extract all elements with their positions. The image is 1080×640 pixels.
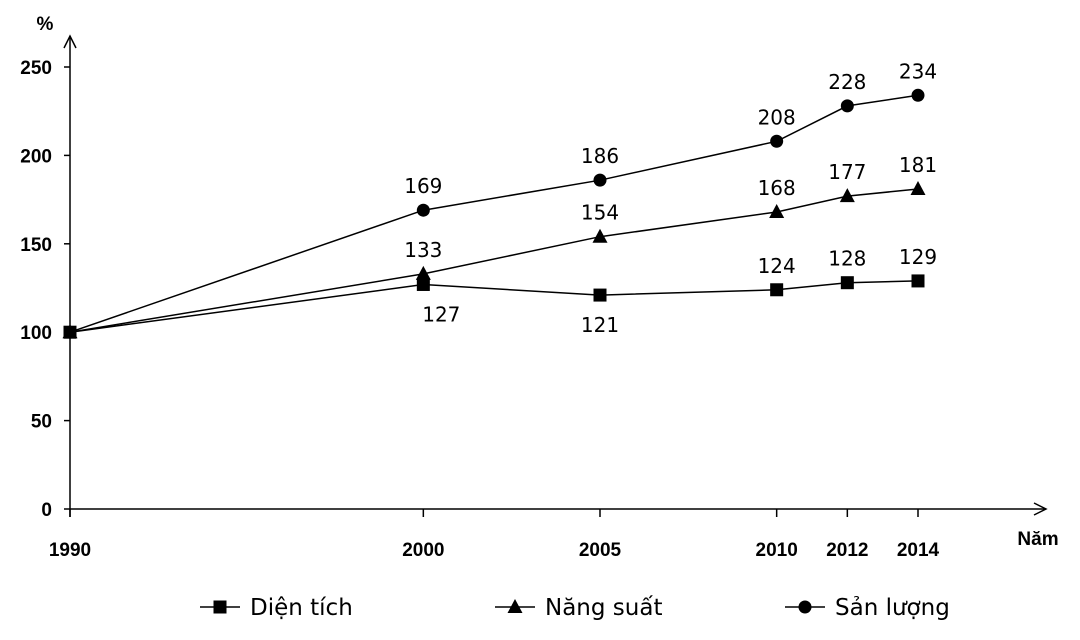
data-label: 177	[828, 160, 866, 184]
legend-label: Năng suất	[545, 595, 662, 621]
data-label: 186	[581, 144, 619, 168]
data-label: 128	[828, 247, 866, 271]
y-tick-label: 150	[20, 235, 52, 256]
series-square	[63, 274, 925, 339]
marker-circle	[770, 134, 784, 148]
data-label: 154	[581, 201, 619, 225]
series-line-circle	[69, 94, 919, 333]
marker-circle	[593, 173, 607, 187]
legend-item-triangle: Năng suất	[495, 595, 662, 621]
legend-item-square: Diện tích	[200, 595, 353, 621]
axes: 0 50 100 150 200 250 1990 2000 2005 2010 2012 2014%…	[20, 14, 1058, 561]
x-tick-label: 2012	[826, 540, 868, 561]
series-circle	[63, 88, 925, 339]
legend-item-circle: Sản lượng	[785, 595, 950, 621]
marker-triangle	[910, 180, 926, 195]
data-label: 169	[404, 174, 442, 198]
marker-square	[593, 288, 607, 302]
legend-label: Diện tích	[250, 595, 353, 621]
x-tick-label: 2005	[579, 540, 622, 561]
x-tick-label: 2010	[756, 540, 798, 561]
data-label: 124	[758, 254, 796, 278]
data-label: 133	[404, 238, 442, 262]
marker-circle	[911, 88, 925, 102]
legend-label: Sản lượng	[835, 595, 950, 621]
y-tick-label: 50	[31, 412, 52, 433]
y-tick-label: 200	[20, 146, 52, 167]
series-triangle	[62, 180, 926, 339]
x-tick-label: 2000	[402, 540, 444, 561]
marker-square	[416, 277, 430, 291]
series-line-square	[69, 280, 919, 333]
x-tick-label: 1990	[49, 540, 91, 561]
y-axis-arrow	[63, 34, 77, 49]
marker-circle	[840, 99, 854, 113]
data-label: 181	[899, 153, 937, 177]
y-tick-label: 0	[41, 500, 52, 521]
data-label: 168	[758, 176, 796, 200]
marker-square	[770, 283, 784, 297]
marker-triangle	[769, 203, 785, 218]
marker-square	[911, 274, 925, 288]
marker-triangle	[415, 265, 431, 280]
y-tick-label: 100	[20, 323, 52, 344]
marker-triangle	[592, 228, 608, 243]
marker-circle	[416, 203, 430, 217]
x-axis-title: Năm	[1017, 529, 1058, 550]
series-group	[62, 88, 926, 339]
marker-triangle	[507, 599, 523, 613]
marker-square	[840, 276, 854, 290]
marker-circle	[798, 600, 812, 614]
data-label: 127	[422, 302, 460, 326]
marker-triangle	[839, 188, 855, 203]
y-axis-title: %	[37, 14, 54, 35]
legend: Diện tích Năng suất Sản lượng	[200, 595, 950, 621]
data-label: 121	[581, 313, 619, 337]
data-label: 228	[828, 70, 866, 94]
x-axis-arrow	[1033, 502, 1048, 516]
marker-square	[213, 600, 227, 614]
y-tick-label: 250	[20, 58, 52, 79]
series-line-triangle	[69, 188, 919, 333]
data-label: 208	[758, 105, 796, 129]
marker-circle	[63, 325, 77, 339]
data-label: 234	[899, 59, 937, 83]
data-label: 129	[899, 245, 937, 269]
x-tick-label: 2014	[897, 540, 940, 561]
data-labels: 127 121 124 128 129 133 154 168 177 181 169 186 208 2…	[404, 59, 937, 337]
